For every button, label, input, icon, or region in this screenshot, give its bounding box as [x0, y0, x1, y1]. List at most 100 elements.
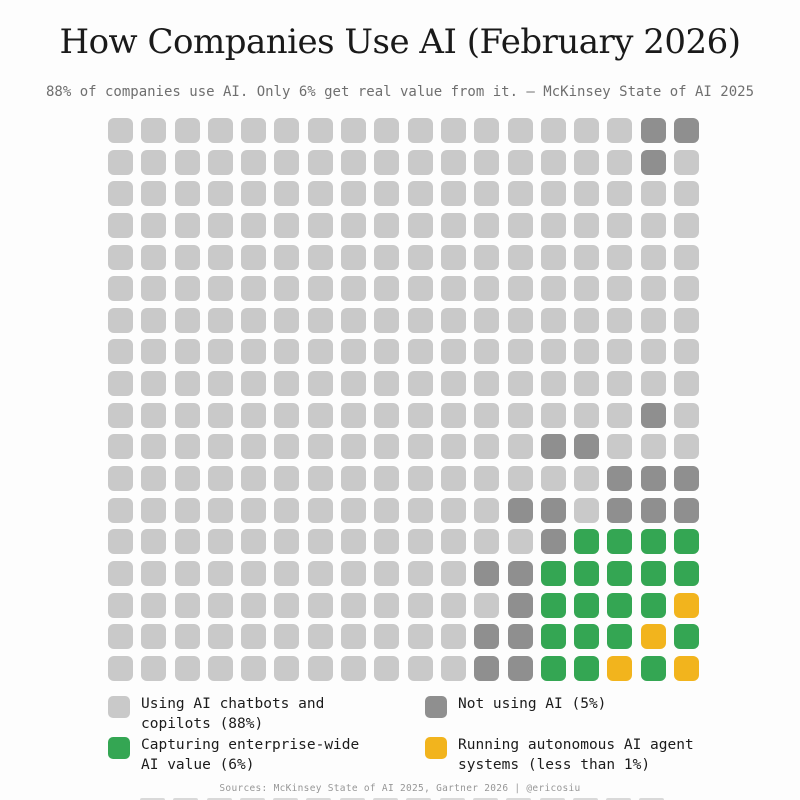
waffle-cell [374, 307, 400, 333]
waffle-cell [474, 402, 500, 428]
waffle-cell [241, 497, 267, 523]
waffle-cell [407, 529, 433, 555]
waffle-cell [540, 434, 566, 460]
waffle-cell [474, 118, 500, 143]
waffle-cell [640, 529, 666, 555]
waffle-cell [640, 307, 666, 333]
waffle-cell [374, 339, 400, 365]
waffle-cell [141, 529, 167, 555]
waffle-cell [507, 149, 533, 175]
waffle-cell [507, 466, 533, 492]
waffle-cell [207, 307, 233, 333]
waffle-cell [174, 212, 200, 238]
waffle-cell [108, 149, 133, 175]
waffle-cell [674, 371, 700, 397]
waffle-cell [440, 624, 466, 650]
waffle-cell [341, 276, 367, 302]
waffle-cell [607, 560, 633, 586]
waffle-cell [607, 339, 633, 365]
waffle-cell [174, 276, 200, 302]
waffle-cell [108, 466, 133, 492]
legend-label-capturing-value: Capturing enterprise-wide AI value (6%) [141, 737, 360, 773]
waffle-cell [274, 212, 300, 238]
waffle-cell [307, 149, 333, 175]
waffle-cell [574, 371, 600, 397]
waffle-cell [241, 307, 267, 333]
waffle-cell [674, 118, 700, 143]
waffle-cell [207, 181, 233, 207]
waffle-cell [141, 371, 167, 397]
waffle-cell [274, 529, 300, 555]
waffle-cell [407, 592, 433, 618]
waffle-cell [474, 434, 500, 460]
waffle-cell [241, 434, 267, 460]
waffle-cell [474, 244, 500, 270]
waffle-cell [507, 212, 533, 238]
waffle-cell [341, 307, 367, 333]
waffle-cell [474, 212, 500, 238]
waffle-cell [341, 592, 367, 618]
waffle-cell [540, 244, 566, 270]
waffle-cell [141, 592, 167, 618]
waffle-cell [108, 624, 133, 650]
waffle-cell [507, 276, 533, 302]
waffle-cell [341, 339, 367, 365]
cropped-next-row-artifact [140, 798, 665, 800]
waffle-cell [407, 560, 433, 586]
waffle-cell [407, 276, 433, 302]
waffle-cell [307, 118, 333, 143]
waffle-cell [307, 339, 333, 365]
waffle-cell [141, 497, 167, 523]
waffle-cell [274, 244, 300, 270]
waffle-cell [274, 276, 300, 302]
waffle-cell [307, 307, 333, 333]
waffle-cell [640, 402, 666, 428]
waffle-cell [507, 497, 533, 523]
legend-item-using-ai-chatbots: Using AI chatbots and copilots (88%) [108, 695, 324, 734]
waffle-grid [108, 118, 700, 681]
waffle-cell [540, 307, 566, 333]
waffle-cell [141, 307, 167, 333]
waffle-cell [174, 434, 200, 460]
legend-item-autonomous-agents: Running autonomous AI agent systems (les… [425, 736, 694, 775]
waffle-cell [307, 497, 333, 523]
waffle-cell [374, 149, 400, 175]
waffle-cell [341, 497, 367, 523]
waffle-cell [374, 529, 400, 555]
waffle-cell [307, 371, 333, 397]
waffle-cell [507, 244, 533, 270]
waffle-cell [507, 181, 533, 207]
waffle-cell [174, 592, 200, 618]
waffle-cell [274, 434, 300, 460]
waffle-cell [141, 118, 167, 143]
legend-label-using-ai-chatbots: Using AI chatbots and copilots (88%) [141, 696, 325, 732]
waffle-cell [207, 529, 233, 555]
waffle-cell [440, 149, 466, 175]
waffle-cell [440, 212, 466, 238]
waffle-cell [174, 624, 200, 650]
waffle-cell [640, 560, 666, 586]
waffle-cell [207, 560, 233, 586]
waffle-cell [407, 371, 433, 397]
waffle-cell [108, 371, 133, 397]
waffle-cell [374, 624, 400, 650]
waffle-cell [341, 212, 367, 238]
waffle-cell [274, 655, 300, 681]
waffle-cell [640, 466, 666, 492]
waffle-cell [540, 624, 566, 650]
waffle-cell [474, 339, 500, 365]
waffle-cell [341, 655, 367, 681]
page-subtitle: 88% of companies use AI. Only 6% get rea… [45, 84, 754, 100]
waffle-cell [640, 624, 666, 650]
legend-swatch-yellow [425, 737, 447, 759]
waffle-cell [141, 244, 167, 270]
page-title: How Companies Use AI (February 2026) [59, 22, 741, 62]
waffle-cell [540, 339, 566, 365]
waffle-cell [207, 592, 233, 618]
waffle-cell [341, 149, 367, 175]
waffle-cell [507, 118, 533, 143]
waffle-cell [574, 307, 600, 333]
waffle-cell [440, 118, 466, 143]
waffle-cell [440, 307, 466, 333]
waffle-cell [474, 181, 500, 207]
